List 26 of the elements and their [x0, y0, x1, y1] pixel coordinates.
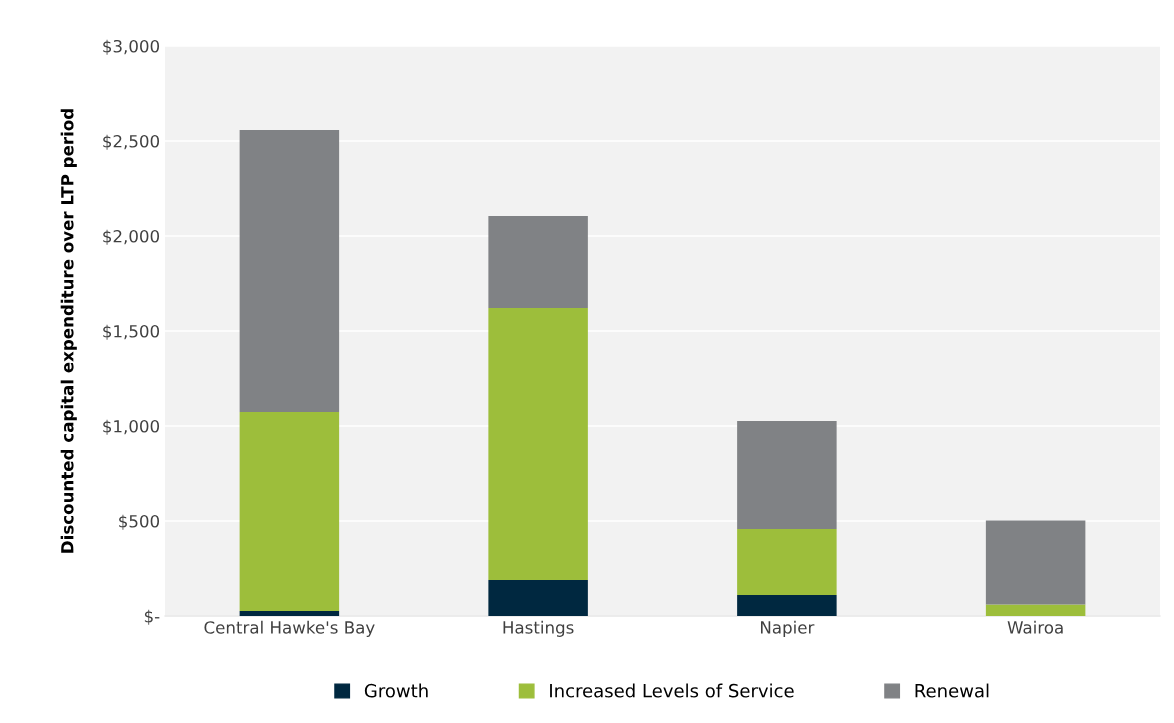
- bar: [488, 216, 588, 309]
- y-tick-label: $-: [144, 609, 160, 625]
- bar: [737, 594, 837, 616]
- legend-label: Growth: [364, 683, 428, 698]
- y-tick-label: $2,500: [103, 134, 160, 150]
- bar: [239, 411, 340, 612]
- x-tick-label: Wairoa: [1007, 620, 1063, 634]
- y-tick-label: $3,000: [103, 39, 160, 55]
- bar: [985, 604, 1086, 616]
- bar: [488, 308, 588, 581]
- bar: [239, 611, 340, 616]
- legend-label: Renewal: [915, 683, 989, 698]
- y-tick-label: $1,500: [103, 324, 160, 340]
- bar: [737, 528, 837, 595]
- x-tick-label: Central Hawke's Bay: [204, 620, 375, 637]
- legend-label: Increased Levels of Service: [550, 683, 794, 698]
- y-axis-title: Discounted capital expenditure over LTP period: [60, 109, 77, 553]
- bar: [488, 580, 588, 616]
- bar: [737, 421, 837, 529]
- x-tick-label: Napier: [761, 620, 815, 637]
- y-tick-label: $500: [119, 514, 160, 530]
- bar: [239, 129, 340, 412]
- y-tick-label: $2,000: [103, 229, 160, 245]
- y-tick-label: $1,000: [103, 419, 160, 435]
- x-tick-label: Hastings: [503, 620, 574, 637]
- bar: [985, 520, 1086, 605]
